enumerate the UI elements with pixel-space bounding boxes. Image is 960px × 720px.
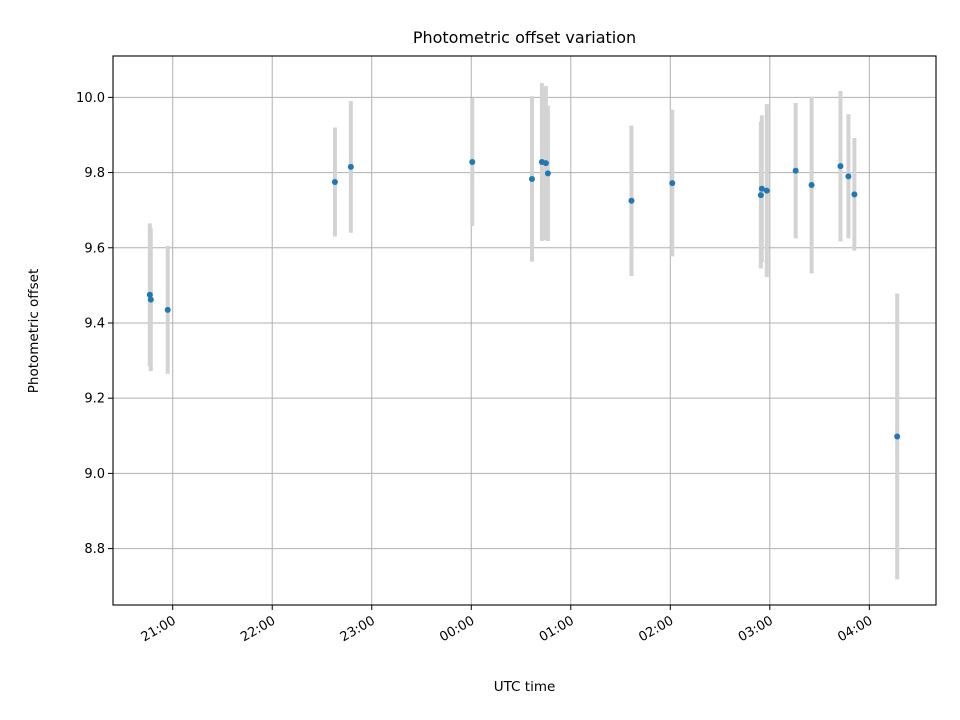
- y-tick-label: 9.0: [84, 467, 105, 482]
- x-tick-label: 01:00: [537, 613, 577, 645]
- x-tick-label: 23:00: [338, 613, 378, 645]
- data-point: [164, 306, 171, 313]
- data-point: [808, 181, 815, 188]
- data-point: [146, 291, 153, 298]
- x-tick-label: 21:00: [139, 613, 179, 645]
- errorbars: [147, 83, 900, 580]
- data-point: [758, 185, 765, 192]
- data-points: [146, 159, 901, 440]
- chart-title: Photometric offset variation: [413, 28, 636, 47]
- y-tick-label: 9.4: [84, 316, 105, 331]
- data-point: [669, 180, 676, 187]
- x-tick-label: 22:00: [238, 613, 278, 645]
- data-point: [528, 175, 535, 182]
- y-axis-ticks: 8.8 9.0 9.2 9.4 9.6 9.8 10.0: [76, 91, 113, 557]
- y-axis-label: Photometric offset: [26, 269, 42, 393]
- data-point: [628, 197, 635, 204]
- data-point: [837, 163, 844, 170]
- data-point: [792, 167, 799, 174]
- data-point: [542, 160, 549, 167]
- data-point: [894, 433, 901, 440]
- data-point: [763, 187, 770, 194]
- y-tick-label: 9.8: [84, 166, 105, 181]
- y-tick-label: 10.0: [76, 91, 105, 106]
- y-tick-label: 8.8: [84, 542, 105, 557]
- data-point: [544, 170, 551, 177]
- data-point: [347, 163, 354, 170]
- plot-frame: [112, 55, 937, 606]
- x-axis-ticks: 21:00 22:00 23:00 00:00 01:00 02:00 03:00 04:00: [139, 605, 875, 645]
- x-tick-label: 03:00: [736, 613, 776, 645]
- y-tick-label: 9.2: [84, 392, 105, 407]
- data-point: [851, 191, 858, 198]
- data-point: [469, 159, 476, 166]
- data-point: [147, 296, 154, 303]
- x-axis-label: UTC time: [494, 679, 556, 695]
- y-tick-label: 9.6: [84, 241, 105, 256]
- data-point: [757, 192, 764, 199]
- data-point: [331, 178, 338, 185]
- x-tick-label: 00:00: [437, 613, 477, 645]
- x-tick-label: 04:00: [835, 613, 875, 645]
- x-tick-label: 02:00: [636, 613, 676, 645]
- data-point: [845, 173, 852, 180]
